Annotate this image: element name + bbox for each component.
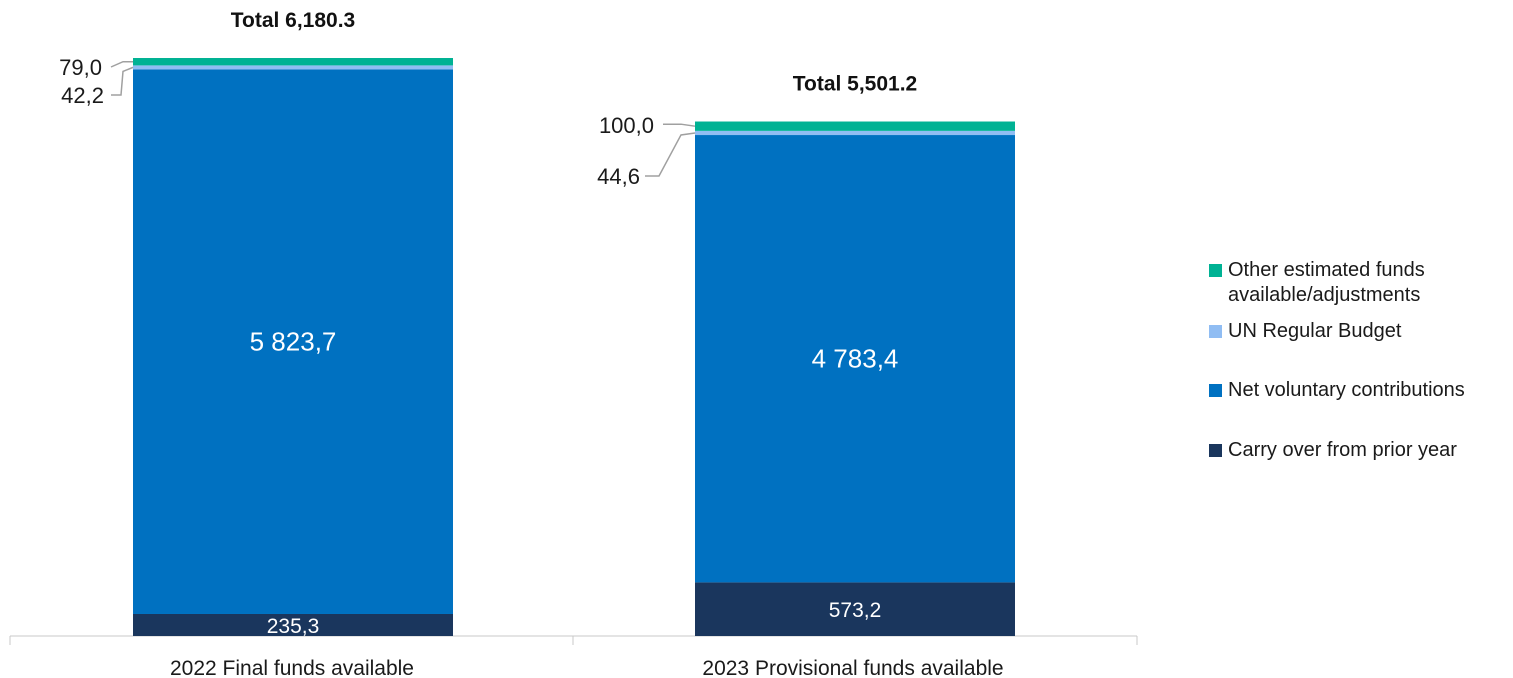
legend-label-carry-over: Carry over from prior year <box>1228 439 1457 461</box>
legend-swatch-un-regular-budget <box>1209 325 1222 338</box>
bar-2-carry-over <box>695 582 1015 636</box>
legend-item-net-voluntary: Net voluntary contributions <box>1209 378 1465 403</box>
legend-item-un-regular-budget: UN Regular Budget <box>1209 319 1401 344</box>
legend-item-carry-over: Carry over from prior year <box>1209 438 1457 463</box>
legend-label-un-regular-budget: UN Regular Budget <box>1228 320 1402 342</box>
callout-label-1-un-regular-budget: 42,2 <box>61 83 104 108</box>
legend-label-other-funds-line2: available/adjustments <box>1228 284 1421 306</box>
callout-label-1-other-funds: 79,0 <box>59 55 102 80</box>
leader-line-1-un-regular-budget <box>111 66 134 96</box>
leader-line-2-un-regular-budget <box>645 132 696 177</box>
callout-label-2-un-regular-budget: 44,6 <box>597 164 640 189</box>
legend-swatch-carry-over <box>1209 444 1222 457</box>
bar-1-net-voluntary <box>133 69 453 614</box>
data-label-2-net-voluntary: 4 783,4 <box>812 344 899 374</box>
bar-2-net-voluntary <box>695 135 1015 583</box>
legend-label-other-funds: Other estimated funds available/adjustme… <box>1228 258 1425 308</box>
bar-1-carry-over <box>133 613 453 636</box>
bar-2-un-regular-budget <box>695 130 1015 136</box>
bar-1-un-regular-budget <box>133 65 453 70</box>
leader-line-2-other-funds <box>663 123 696 127</box>
legend-item-other-funds: Other estimated funds available/adjustme… <box>1209 258 1425 308</box>
legend-label-net-voluntary: Net voluntary contributions <box>1228 379 1465 401</box>
data-label-2-carry-over: 573,2 <box>829 599 882 622</box>
data-label-1-carry-over: 235,3 <box>267 615 320 638</box>
bar-2-other-funds <box>695 121 1015 131</box>
total-label-1: Total 6,180.3 <box>231 9 356 32</box>
bar-1-other-funds <box>133 58 453 66</box>
legend-swatch-net-voluntary <box>1209 384 1222 397</box>
leader-line-1-other-funds <box>110 60 133 68</box>
legend-swatch-other-funds <box>1209 264 1222 277</box>
legend-label-other-funds-line1: Other estimated funds <box>1228 259 1425 281</box>
category-label-1: 2022 Final funds available <box>170 657 414 678</box>
data-label-1-net-voluntary: 5 823,7 <box>250 327 337 357</box>
callout-label-2-other-funds: 100,0 <box>599 113 654 138</box>
total-label-2: Total 5,501.2 <box>793 73 918 96</box>
category-label-2: 2023 Provisional funds available <box>702 657 1003 678</box>
